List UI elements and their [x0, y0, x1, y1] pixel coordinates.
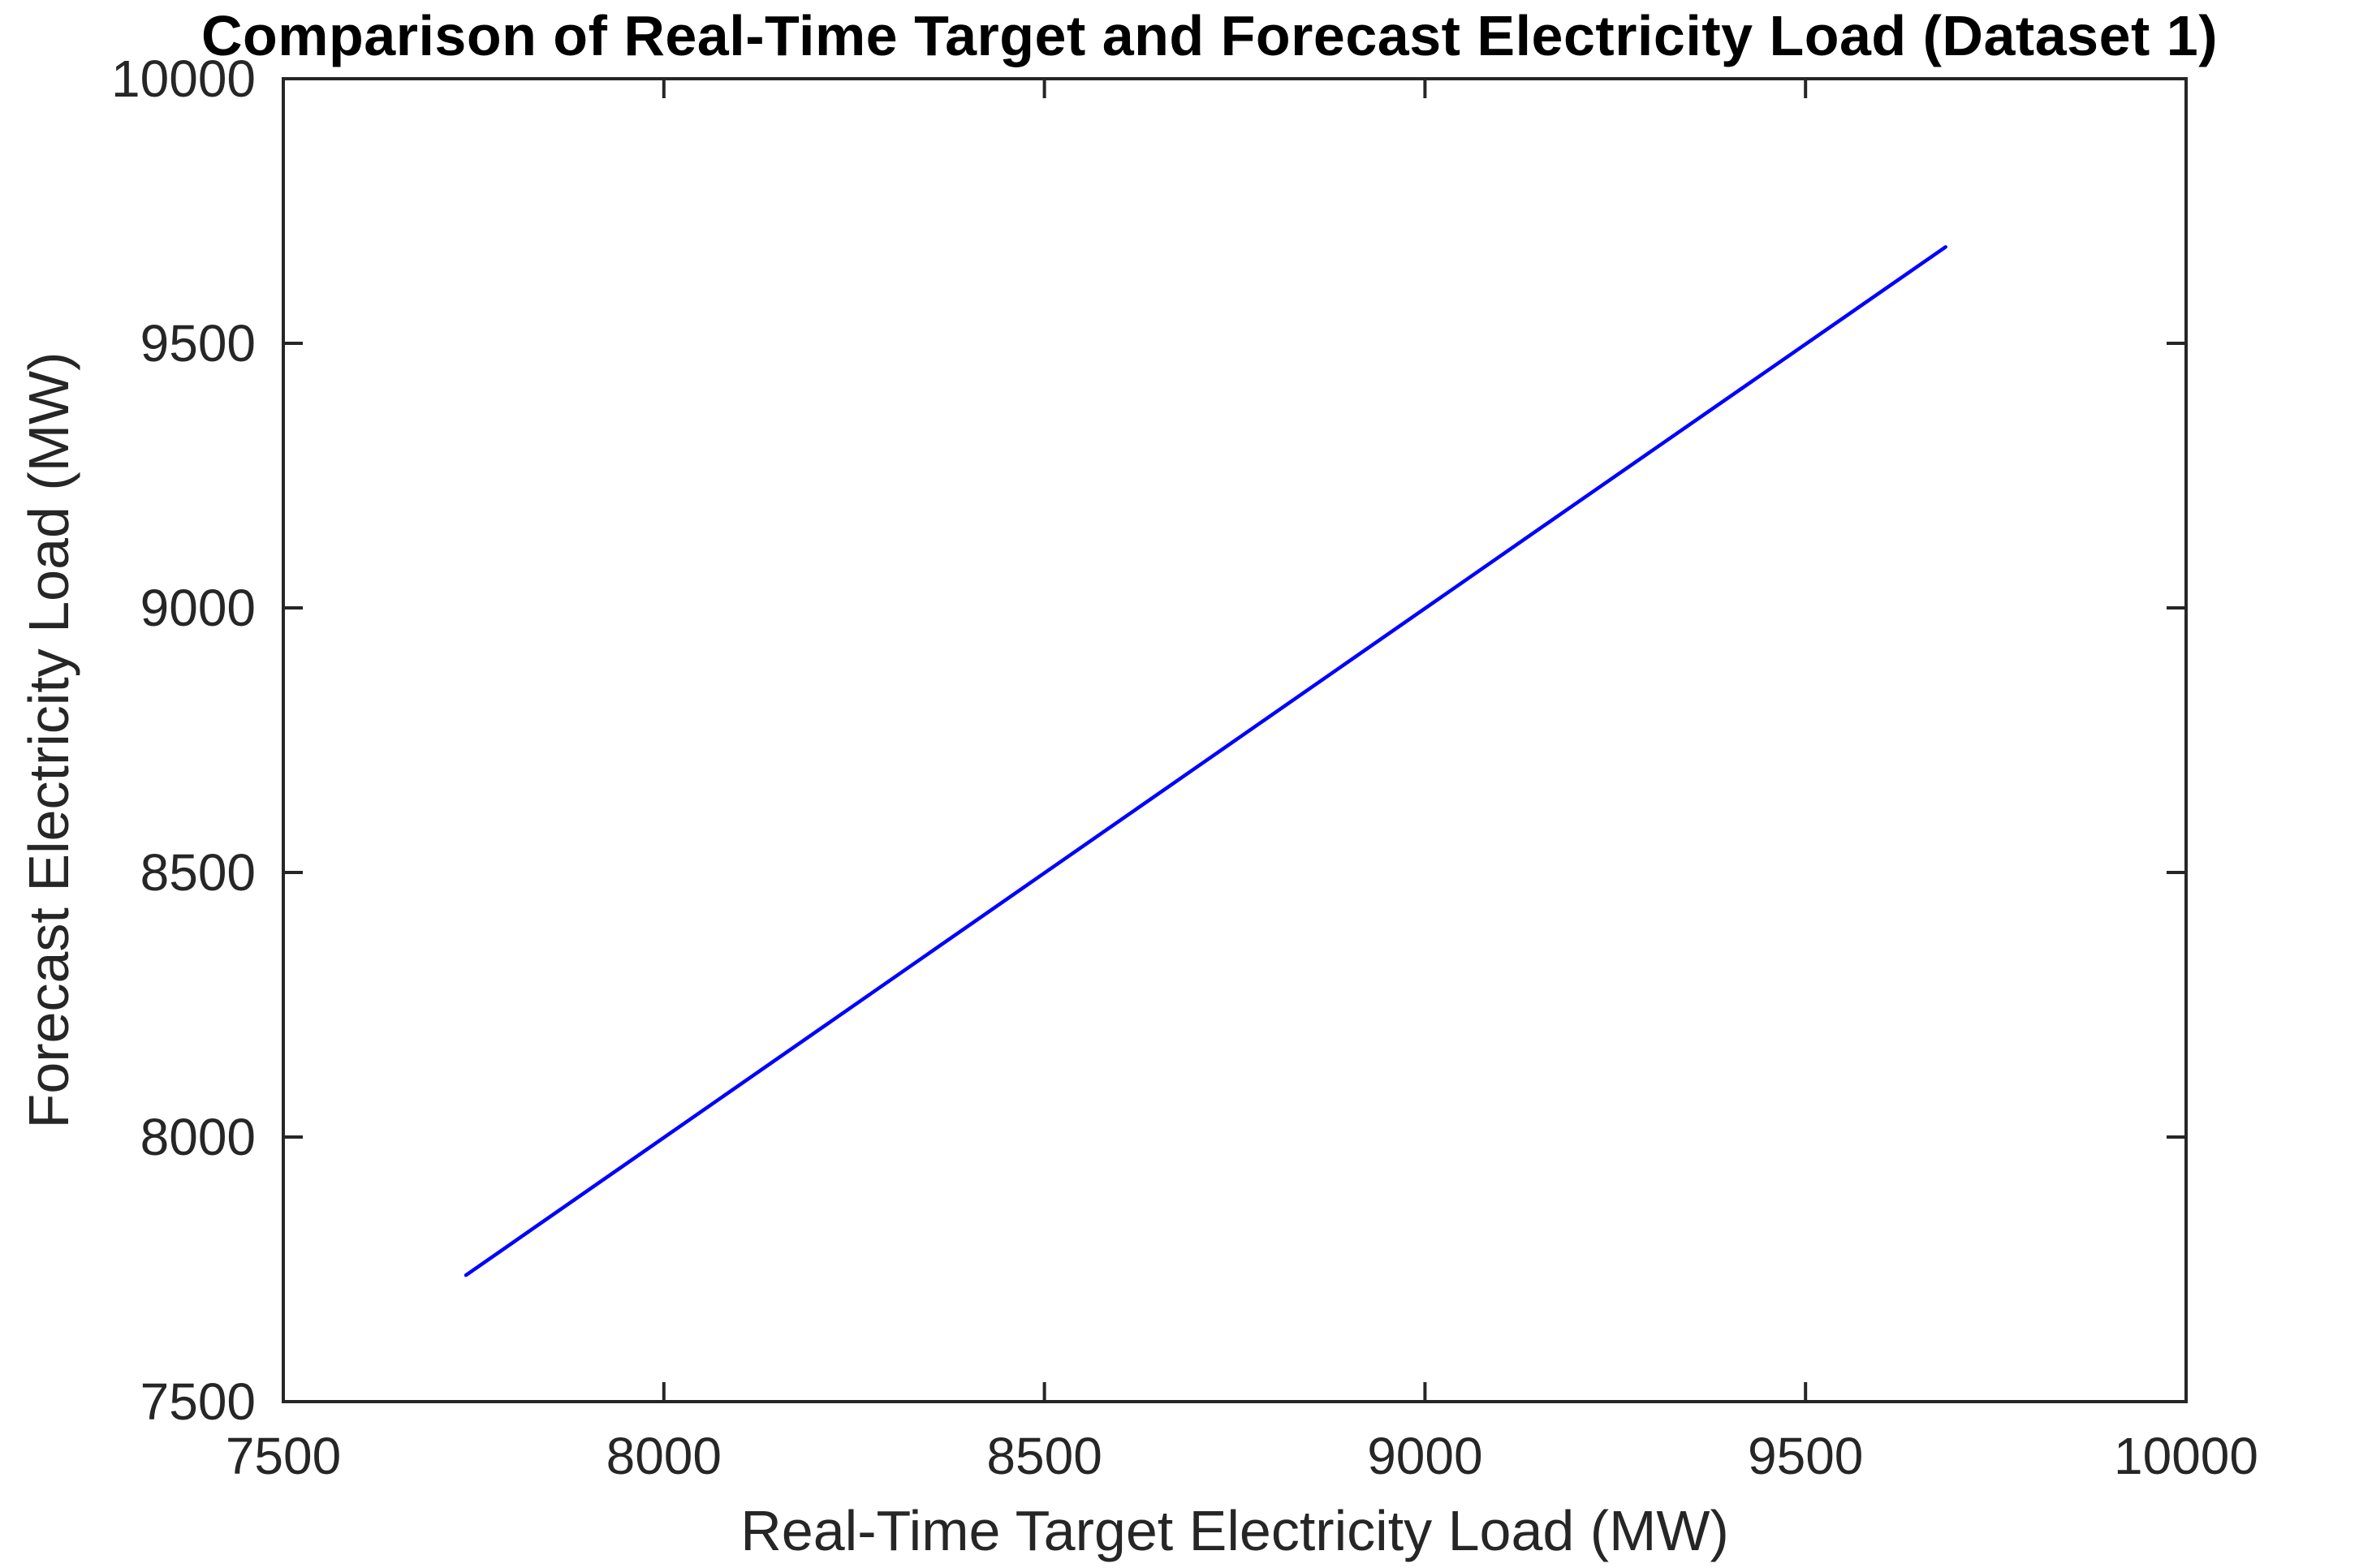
x-tick-label: 9000 [1367, 1427, 1482, 1485]
y-tick-label: 9500 [140, 314, 256, 373]
x-tick-label: 9500 [1748, 1427, 1863, 1485]
x-tick-label: 7500 [226, 1427, 341, 1485]
forecast-line [464, 245, 1947, 1277]
plot-box [282, 77, 2188, 1403]
y-tick-label: 9000 [140, 579, 256, 637]
x-tick-label: 8500 [986, 1427, 1102, 1485]
y-tick-label: 8500 [140, 843, 256, 902]
x-axis-label: Real-Time Target Electricity Load (MW) [740, 1499, 1729, 1562]
x-tick-label: 10000 [2114, 1427, 2258, 1485]
x-tick-label: 8000 [606, 1427, 722, 1485]
y-tick-label: 7500 [140, 1372, 256, 1431]
chart-title: Comparison of Real-Time Target and Forec… [201, 4, 2219, 67]
y-tick-label: 8000 [140, 1108, 256, 1166]
y-tick-label: 10000 [111, 50, 256, 108]
